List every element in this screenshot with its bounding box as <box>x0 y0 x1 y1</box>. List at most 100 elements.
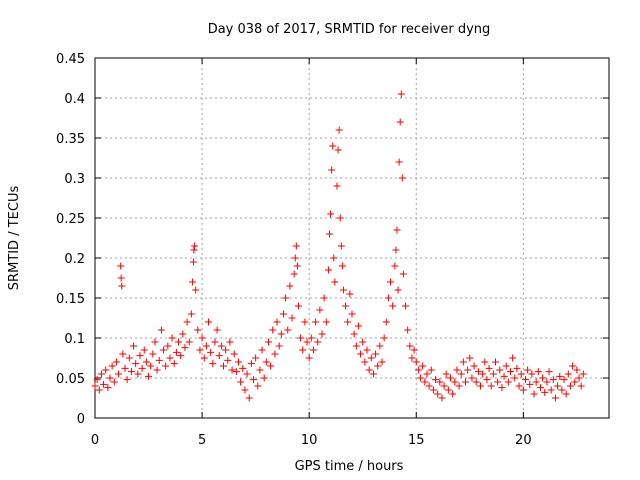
data-point <box>220 362 227 370</box>
data-point <box>326 230 334 238</box>
data-point <box>500 372 508 380</box>
data-point <box>127 368 135 376</box>
data-point <box>367 354 375 362</box>
data-point <box>562 390 570 398</box>
data-point <box>262 358 270 366</box>
data-point <box>237 378 245 386</box>
data-point <box>175 338 183 346</box>
data-point <box>579 370 587 378</box>
data-point <box>151 338 159 346</box>
data-point <box>466 354 474 362</box>
data-point <box>564 370 572 378</box>
data-point <box>108 362 116 370</box>
data-point <box>316 306 324 314</box>
data-point <box>106 374 114 382</box>
y-tick-label: 0.25 <box>56 212 85 227</box>
data-point <box>479 370 487 378</box>
data-point <box>267 362 275 370</box>
data-point <box>521 376 529 384</box>
data-point <box>348 310 356 318</box>
data-point <box>336 214 344 222</box>
data-point <box>429 386 437 394</box>
data-point <box>211 338 219 346</box>
data-point <box>271 350 279 358</box>
data-point <box>474 368 482 376</box>
data-point <box>444 386 452 394</box>
y-tick-label: 0 <box>77 412 85 427</box>
data-point <box>307 334 315 342</box>
data-point <box>239 364 247 372</box>
x-tick-label: 20 <box>515 433 532 448</box>
data-point <box>376 342 384 350</box>
data-point <box>577 382 585 390</box>
grid <box>95 58 609 418</box>
data-point <box>374 362 382 370</box>
data-point <box>393 226 401 234</box>
data-point <box>352 342 360 350</box>
data-point <box>453 366 461 374</box>
data-point <box>551 394 559 402</box>
data-point <box>172 348 180 356</box>
data-point <box>284 326 292 334</box>
data-point <box>506 368 514 376</box>
data-point <box>297 334 305 342</box>
data-point <box>566 382 574 390</box>
data-point <box>245 394 253 402</box>
data-point <box>392 246 400 254</box>
data-point <box>320 294 328 302</box>
data-point <box>155 356 163 364</box>
data-point <box>485 364 493 372</box>
data-point <box>254 382 262 390</box>
data-point <box>232 368 240 376</box>
data-point <box>483 376 491 384</box>
data-point <box>398 174 406 182</box>
data-point <box>384 294 392 302</box>
data-point <box>125 354 133 362</box>
data-point <box>198 334 206 342</box>
data-point <box>117 262 125 270</box>
y-axis-label: SRMTID / TECUs <box>7 186 22 291</box>
data-point <box>282 294 290 302</box>
data-point <box>554 382 562 390</box>
data-point <box>149 350 157 358</box>
data-point <box>569 362 577 370</box>
data-point <box>170 360 178 368</box>
data-point <box>543 378 551 386</box>
y-tick-label: 0.2 <box>64 252 85 267</box>
data-point <box>273 318 281 326</box>
data-point <box>115 370 123 378</box>
data-point <box>427 366 435 374</box>
data-point <box>517 370 525 378</box>
y-tick-label: 0.15 <box>56 292 85 307</box>
data-point <box>387 278 395 286</box>
data-point <box>414 366 422 374</box>
data-point <box>350 330 358 338</box>
data-point <box>519 386 527 394</box>
data-point <box>258 346 266 354</box>
data-point <box>243 370 251 378</box>
data-point <box>489 370 497 378</box>
data-point <box>162 362 170 370</box>
data-point <box>511 374 519 382</box>
data-point <box>222 346 230 354</box>
data-point <box>354 322 362 330</box>
data-point <box>130 342 138 350</box>
x-tick-label: 0 <box>91 433 99 448</box>
data-point <box>558 386 566 394</box>
data-point <box>571 378 579 386</box>
data-point <box>205 318 213 326</box>
data-point <box>256 366 264 374</box>
data-point <box>200 354 208 362</box>
data-point <box>365 366 373 374</box>
plot-frame <box>94 57 610 419</box>
data-point <box>494 378 502 386</box>
data-point <box>509 354 517 362</box>
data-point <box>451 378 459 386</box>
data-point <box>455 382 463 390</box>
data-point <box>408 354 416 362</box>
data-point <box>395 158 403 166</box>
data-point <box>123 376 131 384</box>
data-point <box>117 274 125 282</box>
data-point <box>230 350 238 358</box>
data-point <box>279 310 287 318</box>
